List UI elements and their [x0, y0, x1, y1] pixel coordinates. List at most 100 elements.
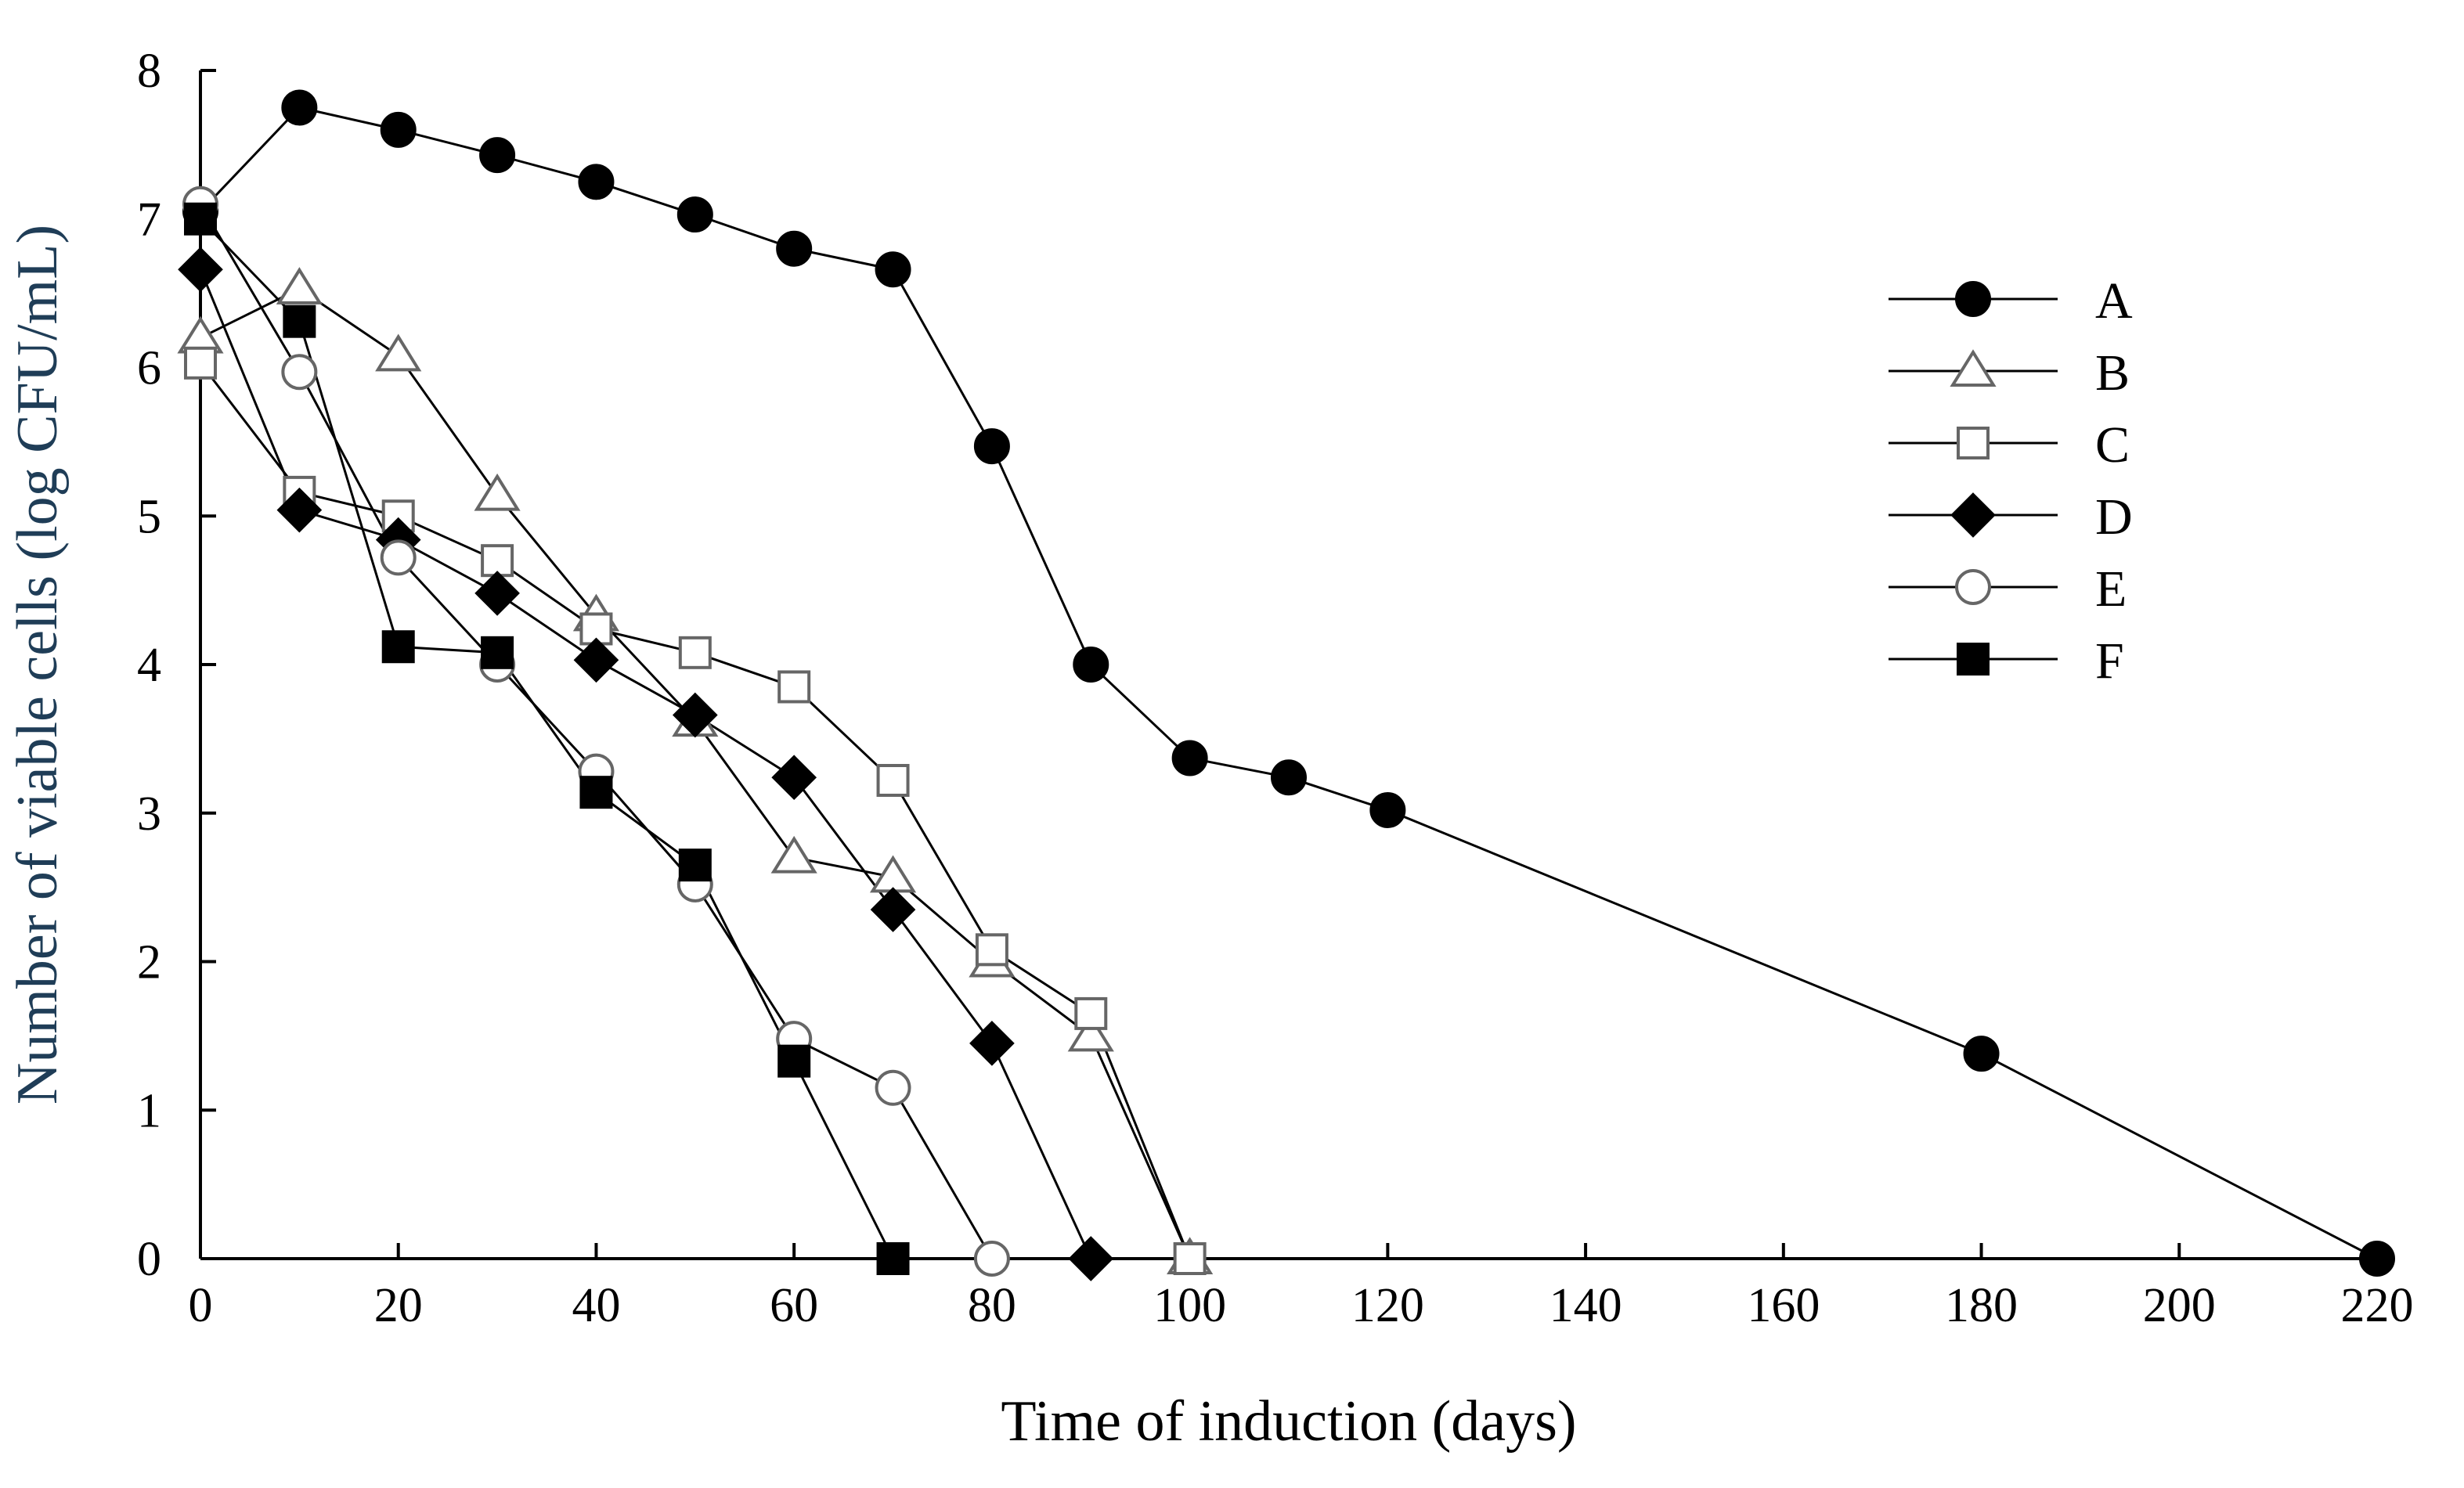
series-a-point [875, 251, 911, 288]
series-c-point [777, 670, 811, 704]
series-e-point [281, 354, 318, 391]
legend-label-c: C [2095, 416, 2130, 474]
series-a-point [1271, 759, 1307, 796]
x-tick-label: 160 [1747, 1279, 1820, 1332]
legend-marker-b [1950, 349, 1997, 387]
legend-label-b: B [2095, 344, 2130, 402]
series-f-point [381, 630, 415, 664]
y-tick-label: 4 [137, 639, 161, 692]
x-tick-label: 140 [1549, 1279, 1622, 1332]
series-f-point [184, 202, 217, 236]
series-b-point [770, 835, 817, 874]
legend-marker-d [1950, 492, 1996, 538]
series-a-point [776, 230, 813, 267]
series-d-point [573, 637, 619, 683]
series-a-point [1171, 740, 1208, 776]
series-c-point [1173, 1242, 1207, 1275]
legend-entry-e: E [1889, 560, 2127, 618]
series-a-point [281, 89, 318, 126]
y-tick-label: 7 [137, 193, 161, 247]
series-d-point [870, 887, 916, 932]
y-tick-label: 6 [137, 342, 161, 395]
y-tick-label: 3 [137, 787, 161, 841]
legend-entry-b: B [1889, 344, 2130, 402]
series-f-point [481, 636, 514, 669]
series-b-point [276, 267, 323, 304]
series-d-point [1068, 1236, 1114, 1281]
series-a-point [973, 428, 1010, 465]
legend-entry-c: C [1889, 416, 2130, 474]
series-a-point [1369, 791, 1406, 828]
series-c-point [876, 764, 910, 798]
legend-entry-f: F [1889, 632, 2124, 690]
series-b-point [474, 473, 521, 511]
legend-marker-f [1957, 643, 1990, 676]
x-tick-label: 20 [374, 1279, 423, 1332]
legend-label-e: E [2095, 560, 2127, 618]
legend-label-f: F [2095, 632, 2124, 690]
series-group [177, 89, 2395, 1281]
x-tick-label: 80 [968, 1279, 1016, 1332]
series-c-point [184, 346, 217, 380]
series-e-point [875, 1069, 911, 1106]
series-b-point [1067, 1014, 1114, 1052]
x-tick-label: 0 [189, 1279, 213, 1332]
series-e-line [199, 204, 994, 1259]
series-f-point [579, 776, 613, 809]
series-f-point [876, 1242, 910, 1275]
legend-entry-d: D [1889, 488, 2133, 546]
x-tick-label: 100 [1153, 1279, 1226, 1332]
series-a-line [199, 106, 2378, 1260]
series-d-point [969, 1021, 1015, 1066]
series-e-point [380, 539, 417, 576]
x-tick-label: 120 [1351, 1279, 1424, 1332]
series-f-point [678, 848, 712, 882]
y-tick-label: 8 [137, 45, 161, 98]
legend-label-d: D [2095, 488, 2133, 546]
series-a-point [578, 164, 615, 200]
x-tick-label: 180 [1945, 1279, 2018, 1332]
x-axis-title: Time of induction (days) [1001, 1389, 1576, 1454]
series-d-point [771, 755, 817, 801]
series-d-line [199, 268, 1092, 1259]
y-axis-title: Number of viable cells (log CFU/mL) [5, 225, 70, 1104]
y-tick-label: 1 [137, 1084, 161, 1137]
series-lines [199, 106, 2378, 1260]
series-a-point [1963, 1036, 2000, 1072]
series-c-point [1074, 996, 1108, 1030]
series-a-point [676, 196, 713, 233]
series-c-point [975, 933, 1008, 967]
legend-entry-a: A [1889, 272, 2133, 330]
series-e-point [973, 1241, 1010, 1277]
series-markers [177, 89, 2395, 1281]
series-a-point [479, 137, 516, 174]
series-f-point [283, 304, 316, 338]
series-d-point [276, 487, 323, 533]
series-f-point [777, 1044, 811, 1078]
x-tick-label: 220 [2341, 1279, 2414, 1332]
x-tick-label: 200 [2143, 1279, 2216, 1332]
series-c-point [678, 636, 712, 669]
tick-labels: 0 20 40 60 80 100 120 140 160 180 200 220 0 1 2 3 4 5 6 7 8 [137, 45, 2414, 1332]
series-d-point [474, 571, 520, 616]
legend-marker-c [1957, 427, 1990, 459]
legend-marker-a [1955, 281, 1991, 317]
series-c-line [199, 362, 1192, 1259]
series-a-point [2359, 1241, 2395, 1277]
series-b-point [375, 333, 422, 372]
series-d-point [178, 247, 223, 293]
x-tick-label: 60 [770, 1279, 818, 1332]
series-d-point [672, 692, 718, 738]
x-tick-label: 40 [572, 1279, 620, 1332]
y-tick-label: 5 [137, 490, 161, 543]
series-a-point [380, 111, 417, 148]
legend-marker-e [1955, 569, 1991, 605]
y-tick-label: 0 [137, 1233, 161, 1286]
y-tick-label: 2 [137, 936, 161, 989]
series-a-point [1073, 647, 1109, 683]
axes [199, 69, 2379, 1260]
legend-label-a: A [2095, 272, 2133, 330]
series-b-line [200, 287, 1192, 1259]
